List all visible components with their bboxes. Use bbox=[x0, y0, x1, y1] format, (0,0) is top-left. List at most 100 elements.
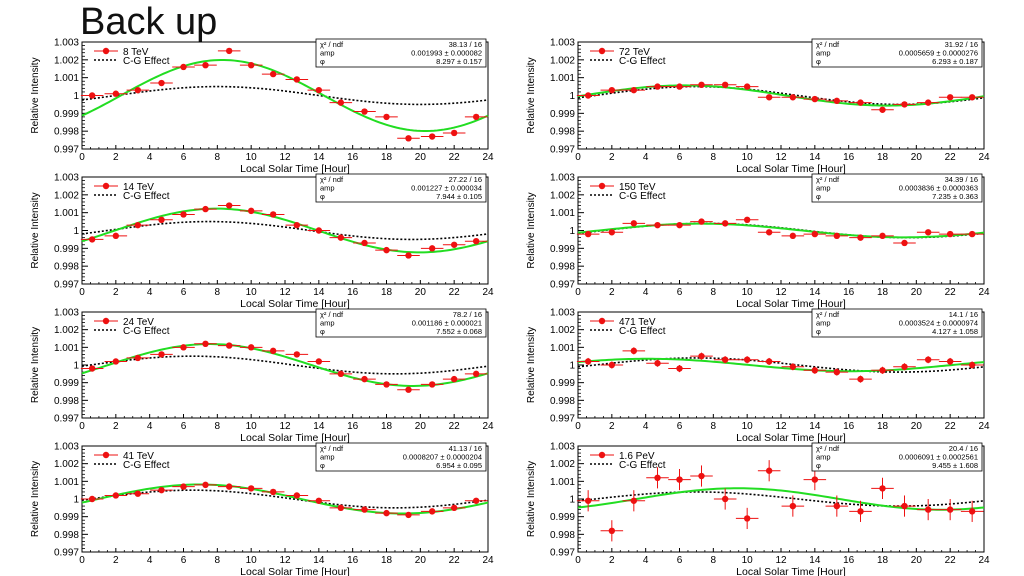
data-point bbox=[225, 47, 233, 55]
x-tick-label: 10 bbox=[742, 421, 754, 432]
data-point bbox=[383, 113, 390, 121]
x-tick-label: 6 bbox=[677, 555, 683, 566]
stats-box bbox=[811, 38, 983, 68]
data-point bbox=[765, 229, 773, 236]
x-tick-label: 2 bbox=[609, 555, 615, 566]
legend-data-marker bbox=[598, 317, 606, 325]
x-tick-label: 12 bbox=[775, 152, 787, 163]
data-point bbox=[134, 221, 142, 229]
x-tick-label: 10 bbox=[246, 152, 258, 163]
data-point bbox=[180, 344, 187, 351]
cg-effect-curve bbox=[577, 357, 985, 373]
data-point bbox=[698, 472, 705, 480]
stats-amp-label: amp bbox=[320, 184, 335, 193]
data-point bbox=[293, 492, 301, 499]
data-point bbox=[901, 502, 908, 510]
legend-data-marker bbox=[598, 47, 606, 55]
data-point bbox=[472, 238, 480, 245]
data-point bbox=[315, 497, 323, 504]
x-tick-label: 4 bbox=[643, 152, 649, 163]
legend-data-marker bbox=[102, 451, 110, 459]
y-tick-label: 1.003 bbox=[550, 173, 575, 184]
y-tick-label: 1 bbox=[569, 91, 575, 102]
y-tick-label: 1 bbox=[569, 226, 575, 237]
data-point bbox=[901, 239, 908, 247]
x-tick-label: 6 bbox=[677, 421, 683, 432]
y-axis-label: Relative Intensity bbox=[30, 327, 41, 403]
data-point bbox=[405, 511, 412, 519]
legend-cg-label: C-G Effect bbox=[619, 460, 666, 471]
x-tick-label: 0 bbox=[575, 152, 581, 163]
data-point bbox=[269, 70, 277, 78]
x-tick-label: 4 bbox=[643, 287, 649, 298]
x-tick-label: 18 bbox=[877, 555, 889, 566]
data-point bbox=[968, 361, 976, 369]
x-tick-label: 0 bbox=[79, 287, 85, 298]
x-tick-label: 10 bbox=[246, 421, 258, 432]
data-point bbox=[584, 230, 592, 238]
x-tick-label: 24 bbox=[978, 287, 990, 298]
data-point bbox=[88, 365, 96, 372]
x-tick-label: 22 bbox=[449, 555, 461, 566]
data-point bbox=[202, 61, 209, 69]
y-tick-label: 1.003 bbox=[54, 308, 79, 319]
x-tick-label: 14 bbox=[313, 421, 325, 432]
x-tick-label: 20 bbox=[911, 421, 923, 432]
data-point bbox=[428, 133, 436, 140]
data-point bbox=[450, 504, 458, 512]
y-axis-label: Relative Intensity bbox=[30, 461, 41, 537]
stats-box bbox=[315, 38, 487, 68]
x-tick-label: 20 bbox=[911, 555, 923, 566]
x-tick-label: 14 bbox=[809, 287, 821, 298]
legend-cg-label: C-G Effect bbox=[619, 326, 666, 337]
x-tick-label: 4 bbox=[147, 421, 153, 432]
x-tick-label: 24 bbox=[482, 152, 494, 163]
data-point bbox=[743, 216, 751, 223]
x-tick-label: 24 bbox=[978, 152, 990, 163]
x-tick-label: 18 bbox=[381, 421, 393, 432]
y-axis-label: Relative Intensity bbox=[526, 57, 537, 133]
y-tick-label: 0.999 bbox=[550, 244, 575, 255]
y-tick-label: 1.002 bbox=[54, 459, 79, 470]
x-tick-label: 14 bbox=[313, 287, 325, 298]
x-axis-label: Local Solar Time [Hour] bbox=[736, 432, 846, 444]
legend-data-marker bbox=[598, 451, 606, 459]
legend-data-label: 8 TeV bbox=[123, 47, 149, 58]
data-point bbox=[946, 94, 954, 101]
data-point bbox=[924, 356, 932, 363]
data-point bbox=[968, 508, 976, 515]
data-point bbox=[88, 92, 96, 99]
y-tick-label: 1.001 bbox=[550, 343, 575, 354]
data-point bbox=[584, 497, 592, 504]
cg-effect-curve bbox=[81, 85, 489, 106]
x-tick-label: 4 bbox=[147, 152, 153, 163]
y-axis-label: Relative Intensity bbox=[526, 327, 537, 403]
data-point bbox=[608, 229, 616, 236]
x-tick-label: 16 bbox=[843, 152, 855, 163]
x-tick-label: 14 bbox=[313, 555, 325, 566]
data-point bbox=[901, 101, 908, 108]
data-point bbox=[608, 527, 616, 534]
x-axis-label: Local Solar Time [Hour] bbox=[240, 566, 350, 576]
data-point bbox=[901, 363, 908, 370]
y-tick-label: 1 bbox=[73, 226, 79, 237]
stats-box bbox=[315, 173, 487, 203]
data-point bbox=[765, 358, 773, 365]
data-point bbox=[630, 347, 638, 355]
data-point bbox=[158, 351, 165, 358]
stats-amp-value: 0.0003524 ± 0.0000974 bbox=[899, 319, 978, 328]
legend-data-marker bbox=[102, 47, 110, 55]
legend-data-label: 1.6 PeV bbox=[619, 451, 655, 462]
data-point bbox=[158, 486, 165, 494]
stats-phi-value: 8.297 ± 0.157 bbox=[436, 57, 482, 66]
x-tick-label: 12 bbox=[775, 421, 787, 432]
data-point bbox=[450, 241, 458, 248]
x-axis-label: Local Solar Time [Hour] bbox=[240, 432, 350, 444]
x-tick-label: 6 bbox=[181, 555, 187, 566]
x-tick-label: 18 bbox=[381, 287, 393, 298]
data-point bbox=[857, 508, 864, 515]
x-tick-label: 0 bbox=[575, 555, 581, 566]
data-point bbox=[269, 347, 277, 355]
fit-curve bbox=[577, 222, 985, 239]
